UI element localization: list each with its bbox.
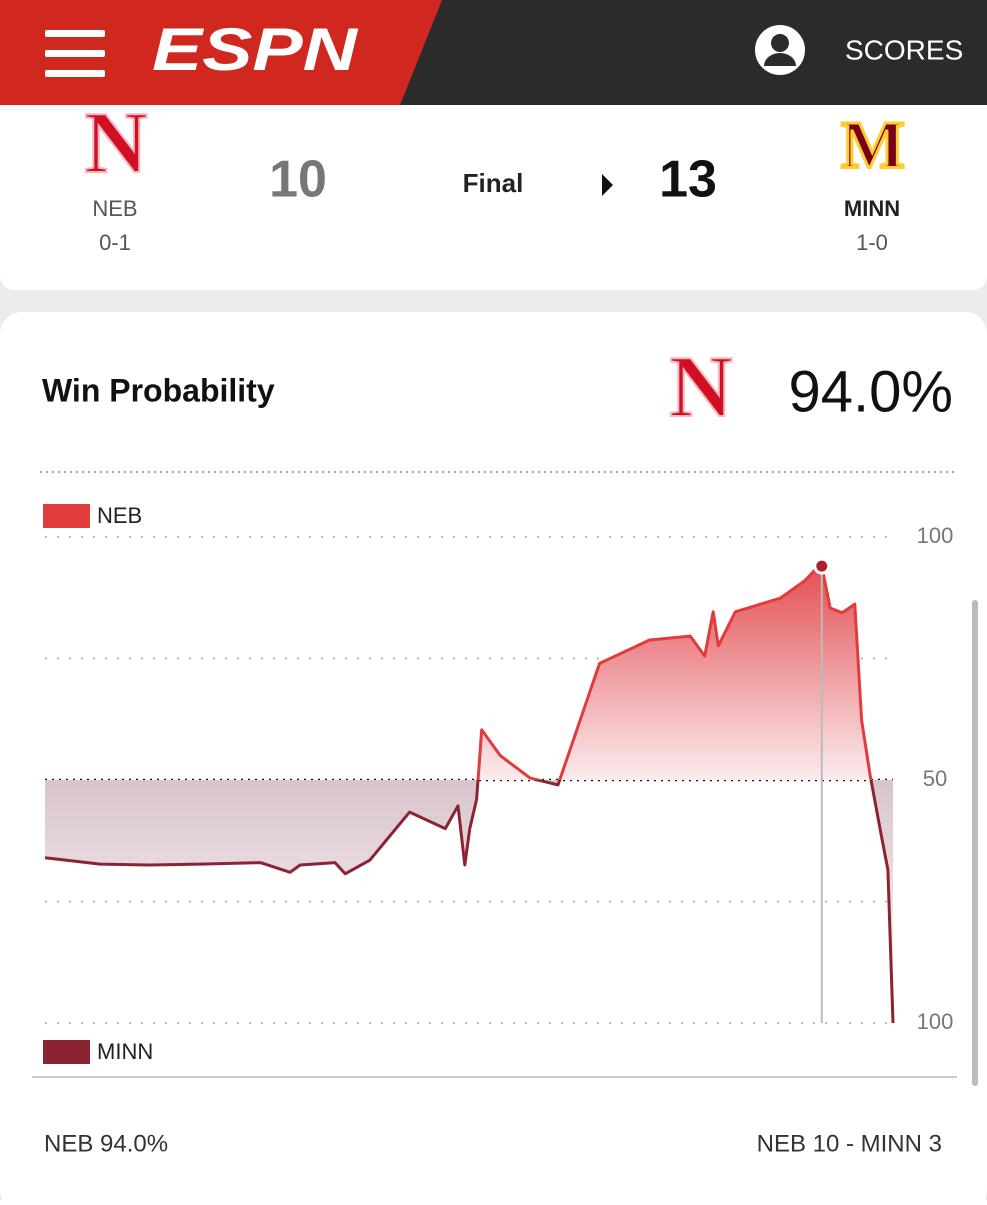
winner-arrow <box>602 174 613 196</box>
game-status: Final <box>463 168 524 198</box>
y-tick-label: 100 <box>917 523 954 548</box>
probability-area <box>45 566 893 1023</box>
team-abbr: NEB <box>92 196 137 221</box>
legend-label: NEB <box>97 503 142 528</box>
scoreboard-card <box>0 105 987 290</box>
brand-band <box>0 0 442 105</box>
scoreboard-top <box>0 105 987 125</box>
legend-label: MINN <box>97 1039 153 1064</box>
selected-probability: NEB 94.0% <box>44 1130 168 1157</box>
section-title: Win Probability <box>42 372 275 408</box>
marker-point <box>813 557 831 575</box>
chart: 100 50 100 NEB MINN <box>43 503 953 1064</box>
leader-logo: N <box>669 339 733 436</box>
team-score: 10 <box>269 151 327 209</box>
nav-scores[interactable]: SCORES <box>845 34 963 65</box>
brand-logo[interactable]: ESPN <box>152 16 359 83</box>
y-tick-label: 100 <box>917 1009 954 1034</box>
probability-line <box>44 564 895 1024</box>
menu-button[interactable] <box>45 30 105 77</box>
team-abbr: MINN <box>844 196 900 221</box>
y-tick-label: 50 <box>923 766 947 791</box>
legend-swatch <box>43 1040 90 1064</box>
team-logo[interactable]: M <box>839 105 906 184</box>
team-record: 1-0 <box>856 230 888 255</box>
legend-swatch <box>43 504 90 528</box>
leader-probability: 94.0% <box>789 359 953 424</box>
team-score: 13 <box>659 151 717 209</box>
team-logo[interactable]: N <box>83 94 149 193</box>
selected-score: NEB 10 - MINN 3 <box>757 1130 942 1157</box>
scrollbar <box>972 600 978 1086</box>
profile-icon[interactable] <box>755 25 805 75</box>
team-record: 0-1 <box>99 230 131 255</box>
